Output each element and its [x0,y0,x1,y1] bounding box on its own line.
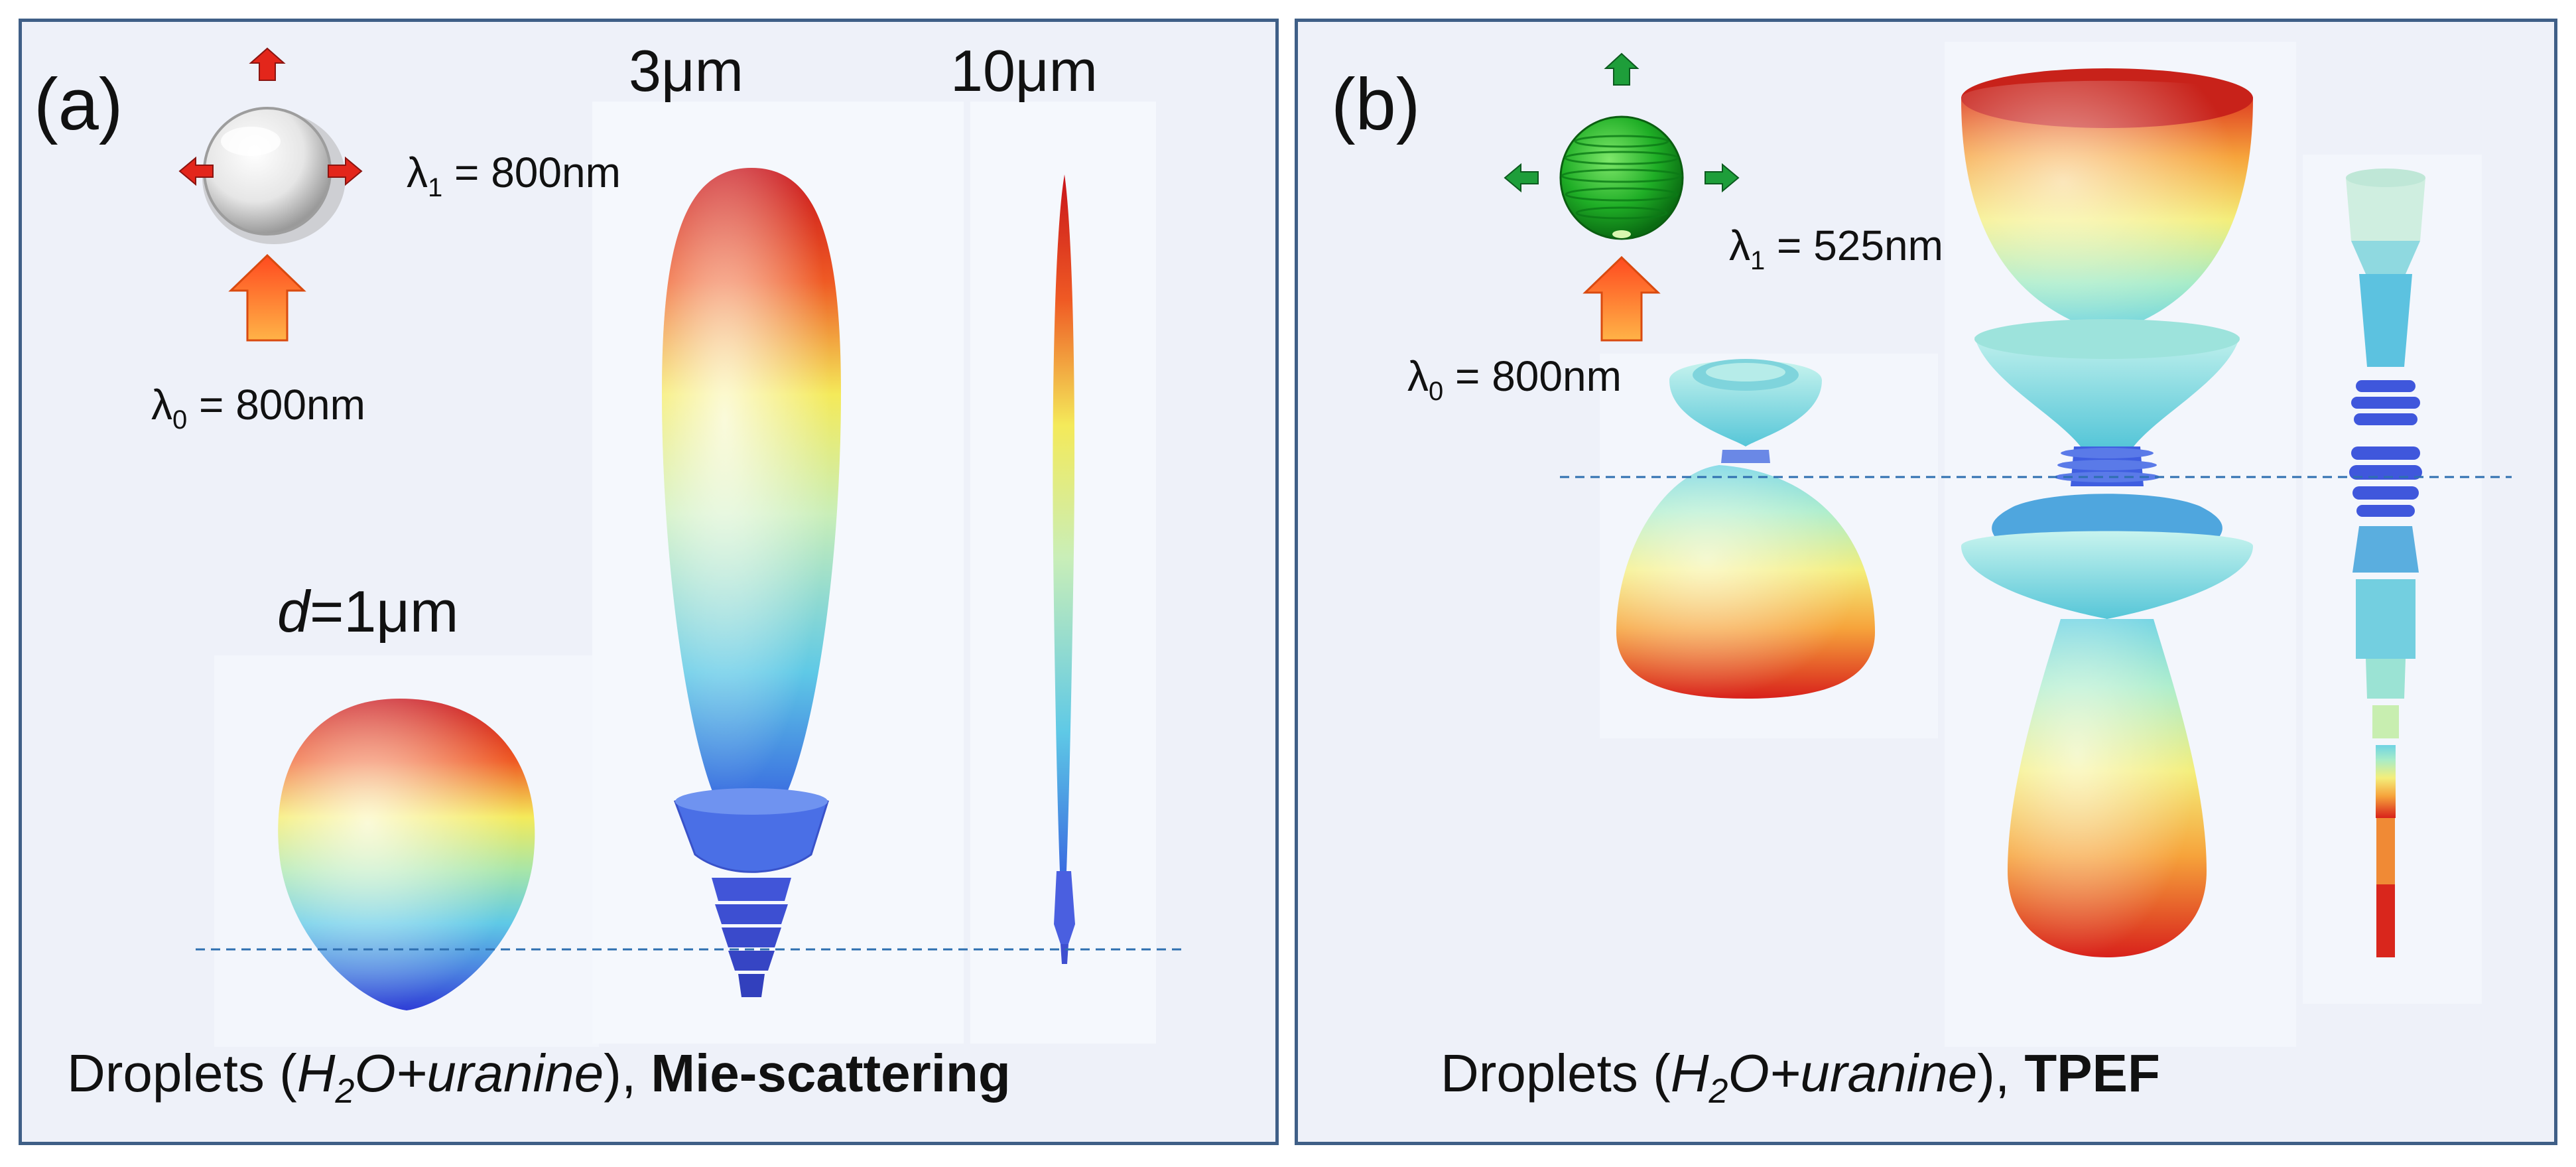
tpef-pattern-small [1616,359,1875,699]
scatter-arrows-icon [178,47,363,186]
panel-b-caption: Droplets (H2O+uranine), TPEF [1441,1044,2160,1111]
panel-a: (a) λ1 = 800nm λ0 = 800nm d=1μm 3μm 10μm… [19,19,1279,1145]
pattern-3um [662,168,841,997]
panel-b-figure [1504,42,2512,1047]
tpef-pattern-narrow [2346,169,2425,957]
panel-a-label: (a) [34,64,123,145]
incident-arrow-icon [228,253,306,342]
droplet-glass-icon [202,107,346,244]
panel-b-label: (b) [1331,64,1421,145]
tpef-pattern-large [1961,68,2253,957]
size-label-10um: 10μm [950,38,1098,103]
pattern-10um [1053,174,1075,964]
lambda0-label-b: λ0 = 800nm [1407,352,1622,406]
size-label-3um: 3μm [629,38,743,103]
emission-arrows-icon [1504,52,1740,193]
incident-arrow-b-icon [1582,255,1661,342]
lambda0-label: λ0 = 800nm [151,381,365,435]
lambda1-label-b: λ1 = 525nm [1729,222,1943,275]
size-label-1um: d=1μm [277,579,459,644]
pattern-1um [278,699,535,1010]
lambda1-label: λ1 = 800nm [407,149,621,202]
panel-a-figure [178,47,1183,1047]
panel-b: (b) λ1 = 525nm λ0 = 800nm Droplets (H2O+… [1295,19,2557,1145]
droplet-fluorescent-icon [1559,115,1684,240]
panel-a-caption: Droplets (H2O+uranine), Mie-scattering [67,1044,1011,1111]
